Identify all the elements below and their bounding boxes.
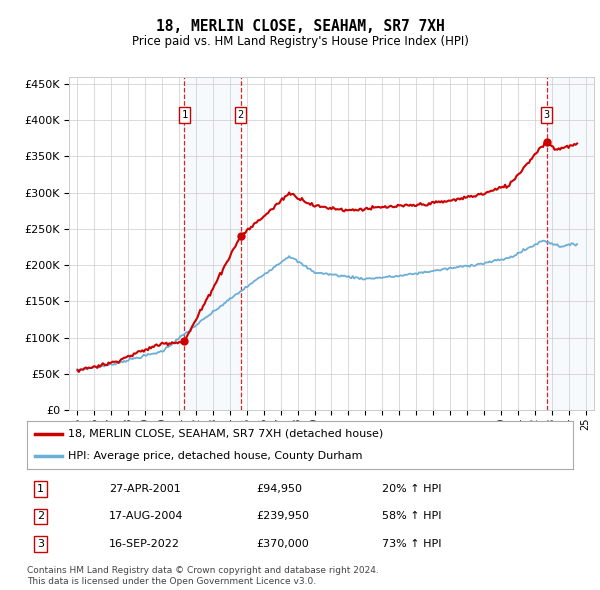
Text: 1: 1	[37, 484, 44, 494]
Text: £94,950: £94,950	[256, 484, 302, 494]
Text: HPI: Average price, detached house, County Durham: HPI: Average price, detached house, Coun…	[68, 451, 362, 461]
Text: Price paid vs. HM Land Registry's House Price Index (HPI): Price paid vs. HM Land Registry's House …	[131, 35, 469, 48]
Text: 3: 3	[544, 110, 550, 120]
Text: 16-SEP-2022: 16-SEP-2022	[109, 539, 180, 549]
Text: 20% ↑ HPI: 20% ↑ HPI	[382, 484, 442, 494]
Text: 3: 3	[37, 539, 44, 549]
Text: £370,000: £370,000	[256, 539, 309, 549]
Text: 73% ↑ HPI: 73% ↑ HPI	[382, 539, 442, 549]
Text: 18, MERLIN CLOSE, SEAHAM, SR7 7XH: 18, MERLIN CLOSE, SEAHAM, SR7 7XH	[155, 19, 445, 34]
Bar	[184, 77, 241, 410]
Text: 1: 1	[181, 110, 188, 120]
Text: 2: 2	[37, 512, 44, 522]
Text: 27-APR-2001: 27-APR-2001	[109, 484, 181, 494]
Bar	[547, 77, 594, 410]
Text: This data is licensed under the Open Government Licence v3.0.: This data is licensed under the Open Gov…	[27, 576, 316, 586]
Text: 18, MERLIN CLOSE, SEAHAM, SR7 7XH (detached house): 18, MERLIN CLOSE, SEAHAM, SR7 7XH (detac…	[68, 429, 383, 439]
Text: 2: 2	[238, 110, 244, 120]
Text: £239,950: £239,950	[256, 512, 310, 522]
Text: 17-AUG-2004: 17-AUG-2004	[109, 512, 184, 522]
Text: Contains HM Land Registry data © Crown copyright and database right 2024.: Contains HM Land Registry data © Crown c…	[27, 566, 379, 575]
Text: 58% ↑ HPI: 58% ↑ HPI	[382, 512, 442, 522]
